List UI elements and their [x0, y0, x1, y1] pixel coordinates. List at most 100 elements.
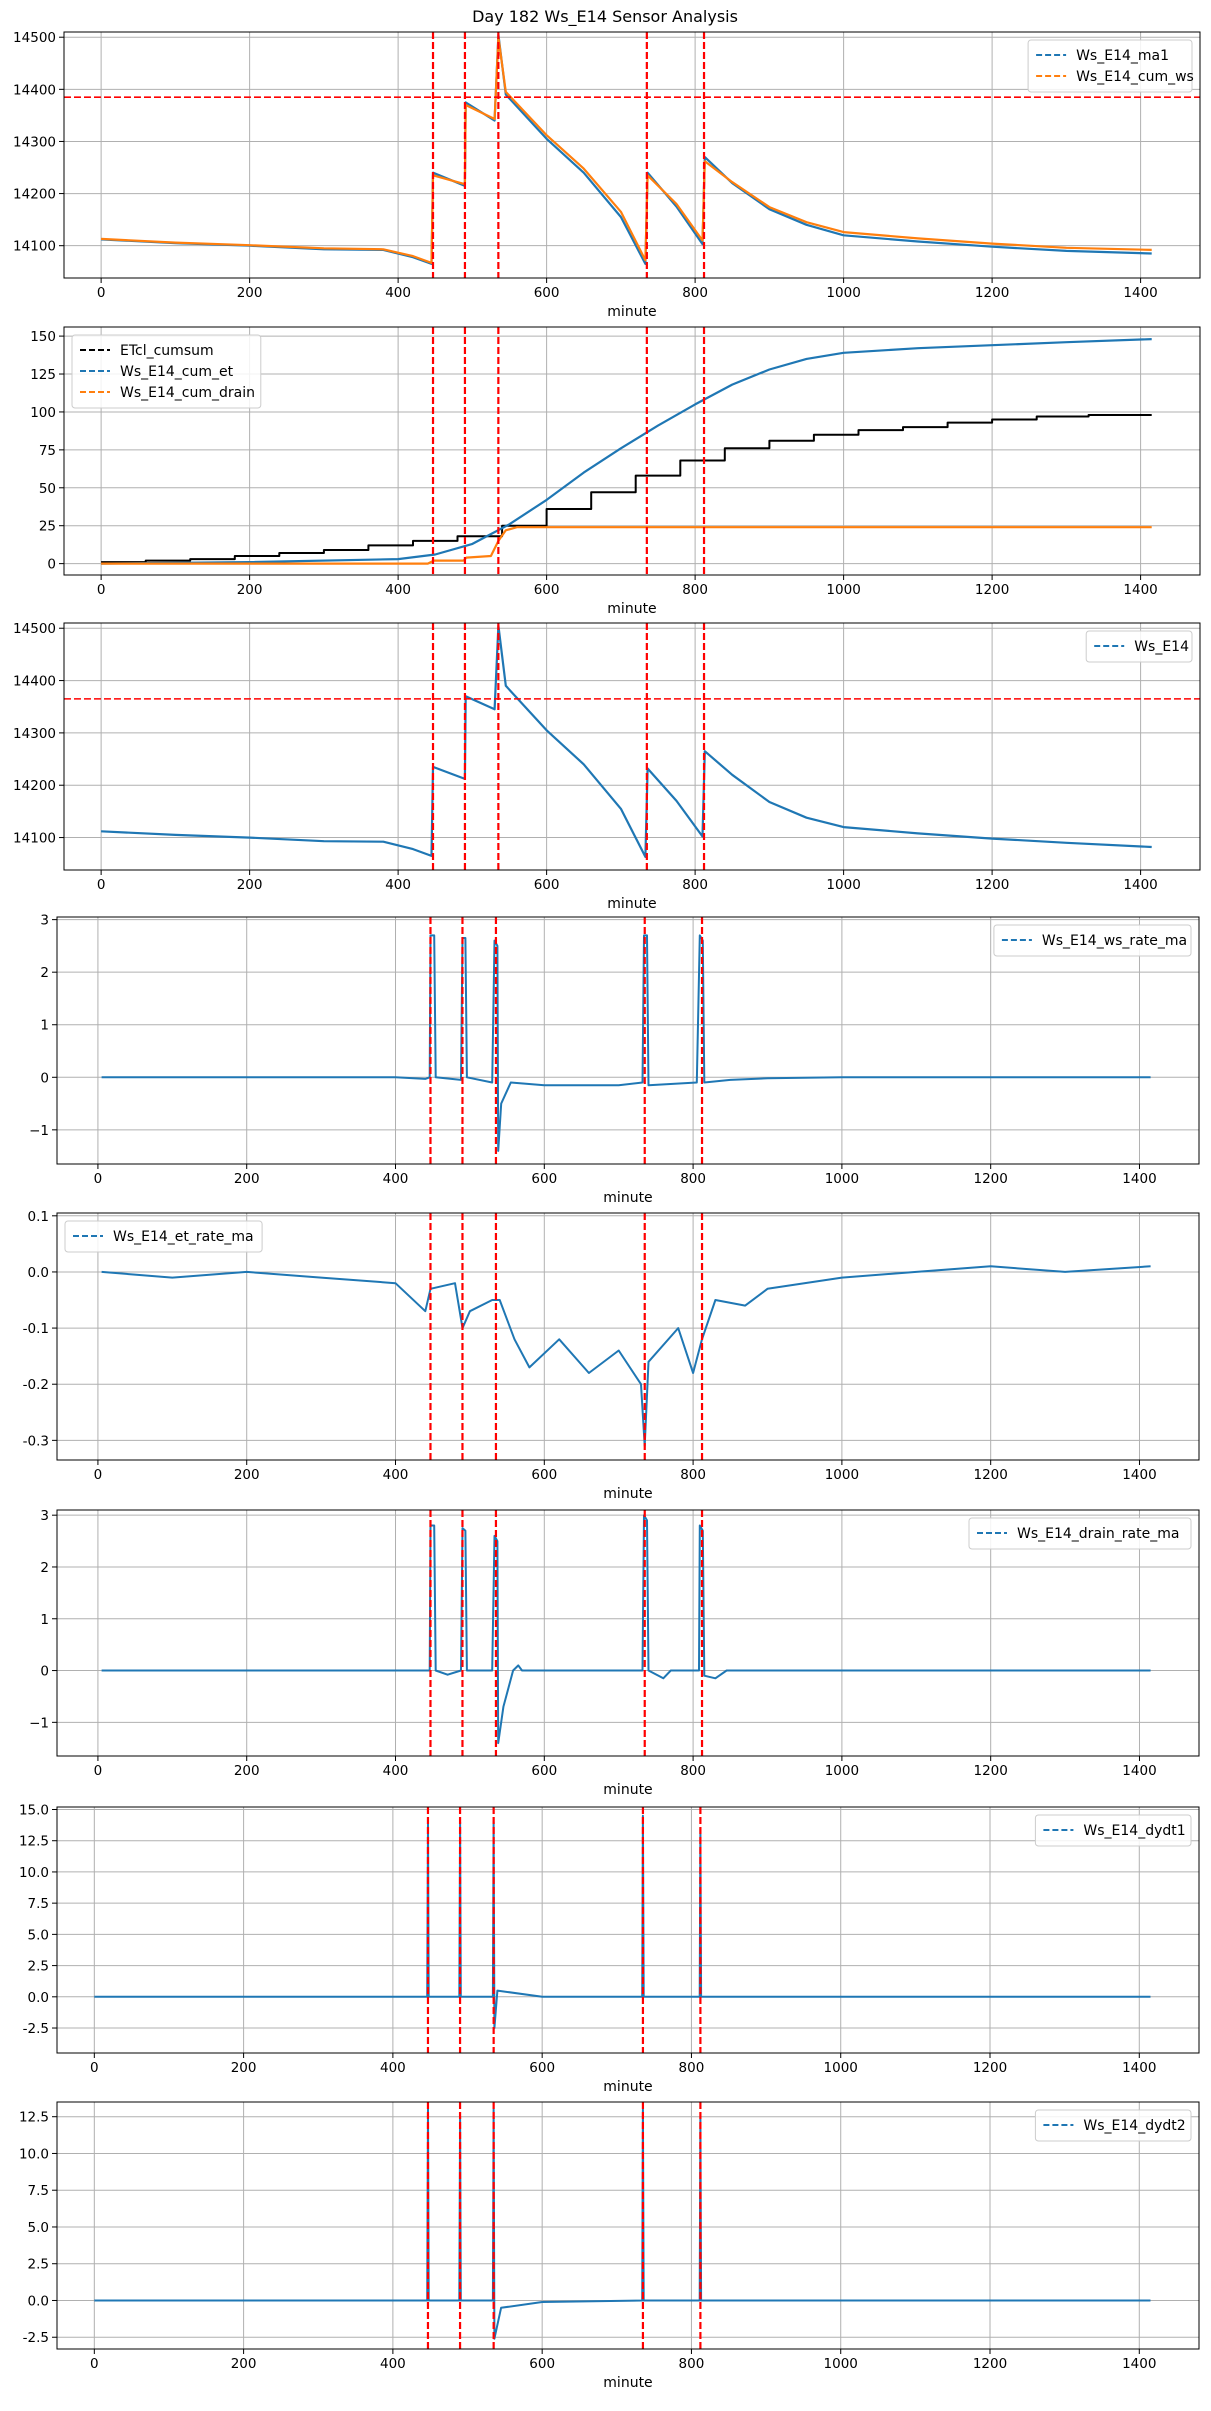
series-line-ws-e14-dydt2	[94, 2108, 1151, 2340]
chart-panel-7: 0 200 400 600 800 1000 1200 1400 -2.5 0.0 2.5 5.0 7.…	[19, 1802, 1200, 2095]
y-tick-label: −1	[29, 1715, 49, 1731]
y-tick-label: 2	[40, 1560, 49, 1576]
y-tick-label: 14500	[13, 30, 56, 46]
x-tick-label: 0	[90, 2356, 99, 2372]
y-tick-label: 0	[47, 557, 56, 573]
y-tick-label: 0.0	[28, 1990, 49, 2006]
legend: Ws_E14_ma1 Ws_E14_cum_ws	[1027, 39, 1194, 93]
x-tick-label: 0	[94, 1171, 103, 1187]
legend-label: Ws_E14_et_rate_ma	[113, 1229, 254, 1245]
axes-frame	[56, 2101, 1200, 2350]
y-tick-label: 0.1	[28, 1209, 49, 1225]
y-tick-label: 10.0	[19, 2146, 49, 2162]
y-tick-label: 14300	[13, 134, 56, 150]
legend-label: Ws_E14_drain_rate_ma	[1017, 1526, 1179, 1542]
legend-label: Ws_E14_cum_ws	[1076, 69, 1194, 85]
x-tick-label: 1400	[1122, 1467, 1156, 1483]
series-line-ws-e14	[101, 624, 1152, 858]
x-tick-label: 400	[383, 1763, 409, 1779]
x-axis-label: minute	[603, 1190, 652, 1206]
y-tick-label: 1	[40, 1018, 49, 1034]
series-line-ws-e14-cum-ws	[101, 36, 1152, 264]
axes-frame	[56, 1509, 1200, 1757]
x-tick-label: 1400	[1122, 2356, 1156, 2372]
x-tick-label: 600	[534, 582, 560, 598]
legend-label: Ws_E14_ma1	[1076, 48, 1169, 64]
axes-frame	[63, 326, 1201, 576]
y-tick-label: 150	[30, 329, 56, 345]
x-tick-label: 1400	[1123, 877, 1157, 893]
series-line-etcl-cumsum	[101, 414, 1152, 564]
legend-label: Ws_E14	[1134, 639, 1189, 655]
series-line-ws-e14-drain-rate-ma	[101, 1514, 1151, 1745]
panels: 0 200 400 600 800 1000 1200 1400141001420014300…	[13, 30, 1201, 2391]
chart-panel-8: 0 200 400 600 800 1000 1200 1400 -2.5 0.0 2.5 5.0 7.…	[19, 2101, 1200, 2391]
y-tick-label: −1	[29, 1123, 49, 1139]
y-tick-label: 1	[40, 1612, 49, 1628]
x-tick-label: 600	[529, 2060, 555, 2076]
x-tick-label: 1400	[1122, 1763, 1156, 1779]
legend-label: ETcl_cumsum	[120, 343, 214, 359]
legend: Ws_E14_dydt1	[1034, 1814, 1192, 1847]
y-tick-label: 14400	[13, 82, 56, 98]
y-tick-label: 14100	[13, 831, 56, 847]
y-tick-label: -0.2	[23, 1377, 49, 1393]
y-tick-label: 10.0	[19, 1865, 49, 1881]
x-tick-label: 400	[385, 877, 411, 893]
y-tick-label: 15.0	[19, 1802, 49, 1818]
y-tick-label: 25	[39, 519, 56, 535]
x-tick-label: 1200	[974, 1171, 1008, 1187]
y-tick-label: 2	[40, 965, 49, 981]
x-axis-label: minute	[603, 2375, 652, 2391]
legend-box	[1034, 2109, 1192, 2142]
x-tick-label: 1000	[825, 1763, 859, 1779]
chart-panel-5: 0 200 400 600 800 1000 1200 1400 -0.3 -0.2 -0.1 0.0…	[23, 1209, 1200, 1502]
x-tick-label: 200	[234, 1763, 260, 1779]
x-axis-label: minute	[607, 304, 656, 320]
legend-label: Ws_E14_cum_drain	[120, 385, 255, 401]
series-line-ws-e14-ws-rate-ma	[101, 934, 1151, 1152]
x-tick-label: 1200	[975, 285, 1009, 301]
y-tick-label: 75	[39, 443, 56, 459]
x-tick-label: 600	[534, 877, 560, 893]
y-tick-label: 14300	[13, 726, 56, 742]
y-tick-label: 3	[40, 913, 49, 929]
y-tick-label: 14200	[13, 778, 56, 794]
legend-box	[1034, 1814, 1192, 1847]
y-tick-label: -2.5	[23, 2021, 49, 2037]
legend-box	[1027, 39, 1193, 93]
y-tick-label: 5.0	[28, 1927, 49, 1943]
axes-frame	[56, 916, 1200, 1165]
legend-label: Ws_E14_dydt2	[1083, 2118, 1185, 2134]
legend-label: Ws_E14_dydt1	[1083, 1823, 1185, 1839]
x-tick-label: 1000	[824, 2060, 858, 2076]
y-tick-label: -0.1	[23, 1321, 49, 1337]
legend: Ws_E14_et_rate_ma	[64, 1220, 263, 1253]
x-tick-label: 400	[385, 285, 411, 301]
y-tick-label: -2.5	[23, 2330, 49, 2346]
axes-frame	[56, 1806, 1200, 2054]
y-tick-label: 7.5	[28, 2183, 49, 2199]
y-tick-label: 5.0	[28, 2220, 49, 2236]
x-tick-label: 800	[679, 2356, 705, 2372]
x-tick-label: 800	[682, 877, 708, 893]
x-tick-label: 400	[380, 2356, 406, 2372]
x-tick-label: 1000	[824, 2356, 858, 2372]
chart-panel-2: 0 200 400 600 800 1000 1200 1400 0 25 50 75 100 125 15…	[30, 326, 1201, 617]
series-line-ws-e14-dydt1	[94, 1814, 1151, 2029]
legend: Ws_E14_ws_rate_ma	[993, 924, 1192, 957]
axes-frame	[63, 31, 1201, 279]
y-tick-label: 0.0	[28, 1265, 49, 1281]
legend: Ws_E14_drain_rate_ma	[968, 1517, 1192, 1550]
y-tick-label: 12.5	[19, 2110, 49, 2126]
y-tick-label: -0.3	[23, 1433, 49, 1449]
series-line-ws-e14-cum-et	[101, 338, 1152, 565]
y-tick-label: 14100	[13, 239, 56, 255]
chart-panel-1: 0 200 400 600 800 1000 1200 1400 14100 14200 14300…	[13, 30, 1201, 320]
legend: ETcl_cumsum Ws_E14_cum_et Ws_E14_cum_drain	[71, 334, 262, 409]
y-tick-label: 14200	[13, 187, 56, 203]
x-tick-label: 200	[234, 1171, 260, 1187]
x-tick-label: 1200	[973, 2356, 1007, 2372]
x-axis-label: minute	[603, 1486, 652, 1502]
